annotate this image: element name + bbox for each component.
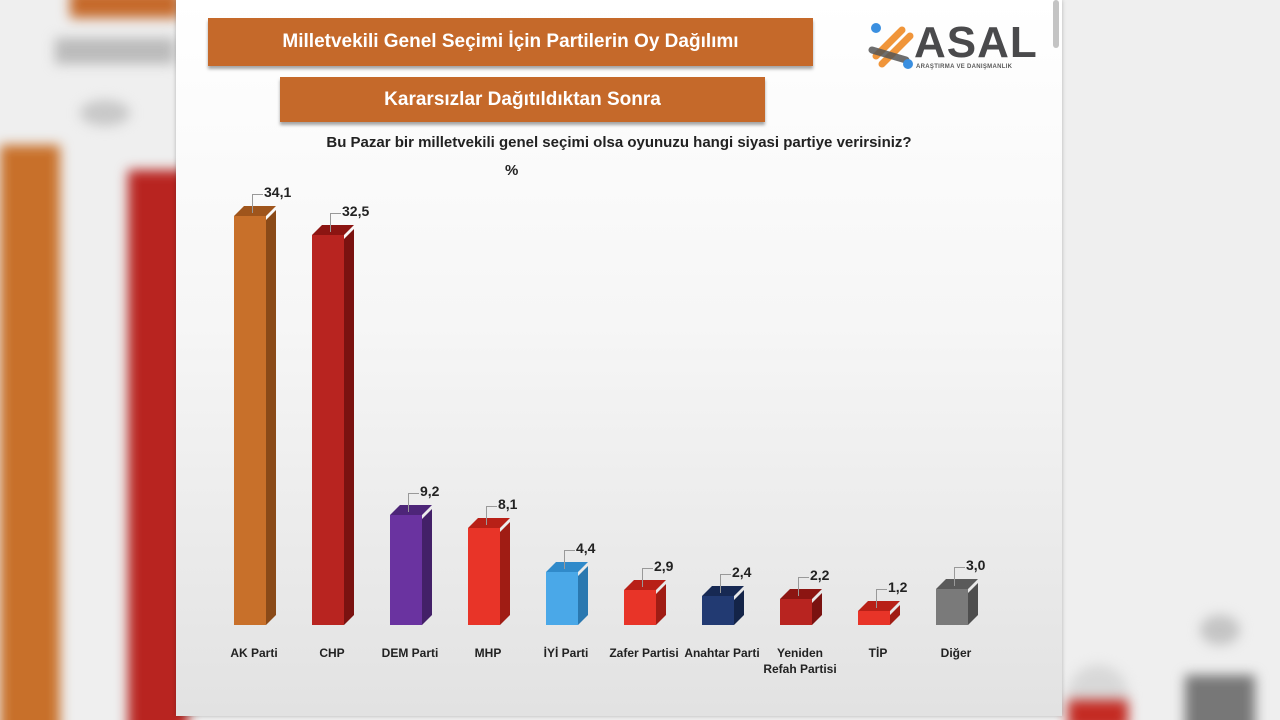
asal-logo-icon xyxy=(868,23,914,69)
value-leader-line xyxy=(954,567,965,586)
scrollbar-thumb[interactable] xyxy=(1053,0,1059,48)
bar-i-yi-parti xyxy=(546,562,588,625)
logo-wordmark: ASAL xyxy=(914,18,1038,67)
value-leader-line xyxy=(486,505,497,525)
value-leader-line xyxy=(876,588,887,608)
value-label: 34,1 xyxy=(264,183,292,200)
value-leader-line xyxy=(252,193,263,213)
category-label: Anahtar Parti xyxy=(684,646,760,660)
bar-yeniden-refah-partisi xyxy=(780,588,822,625)
bar-diğer xyxy=(936,579,978,625)
category-label: DEM Parti xyxy=(381,646,439,660)
logo-tagline: ARAŞTIRMA VE DANIŞMANLIK xyxy=(916,64,1013,70)
value-leader-line xyxy=(720,574,731,594)
bar-ak-parti xyxy=(234,205,276,625)
value-leader-line xyxy=(642,568,653,588)
value-label: 4,4 xyxy=(576,540,596,557)
bar-chart: 34,1 AK Parti 32,5 CHP 9,2 DEM Parti 8,1 MHP 4,4… xyxy=(176,0,1062,716)
bar-zafer-partisi xyxy=(624,580,666,625)
value-label: 2,4 xyxy=(732,564,752,581)
survey-question: Bu Pazar bir milletvekili genel seçimi o… xyxy=(326,134,912,151)
value-label: 2,9 xyxy=(654,558,674,575)
presentation-slide: Milletvekili Genel Seçimi İçin Partileri… xyxy=(176,0,1062,716)
asal-logo: ASAL ARAŞTIRMA VE DANIŞMANLIK xyxy=(868,18,1037,72)
bar-dem-parti xyxy=(390,504,432,625)
value-leader-line xyxy=(564,550,575,570)
value-leader-line xyxy=(408,492,419,512)
category-label: CHP xyxy=(319,646,345,660)
value-label: 32,5 xyxy=(342,203,370,219)
bar-anahtar-parti xyxy=(702,586,744,625)
value-leader-line xyxy=(330,213,341,232)
value-label: 2,2 xyxy=(810,566,830,583)
category-label: İYİ Parti xyxy=(543,646,589,660)
value-label: 3,0 xyxy=(966,557,986,573)
value-label: 9,2 xyxy=(420,482,440,499)
bar-mhp xyxy=(468,517,510,625)
value-leader-line xyxy=(798,576,809,596)
unit-label: % xyxy=(505,162,519,179)
value-label: 8,1 xyxy=(498,495,518,512)
slide-title-banner: Milletvekili Genel Seçimi İçin Partileri… xyxy=(208,18,813,66)
slide-subtitle-banner: Kararsızlar Dağıtıldıktan Sonra xyxy=(280,77,765,122)
category-label: Zafer Partisi xyxy=(609,646,679,660)
value-label: 1,2 xyxy=(888,578,908,595)
category-label: AK Parti xyxy=(230,646,278,660)
bar-ti-p xyxy=(858,600,900,625)
category-label: Yeniden Refah Partisi xyxy=(763,646,837,676)
category-label: MHP xyxy=(474,646,502,660)
category-label: TİP xyxy=(868,646,888,660)
category-label: Diğer xyxy=(940,646,972,660)
bar-chp xyxy=(312,225,354,625)
